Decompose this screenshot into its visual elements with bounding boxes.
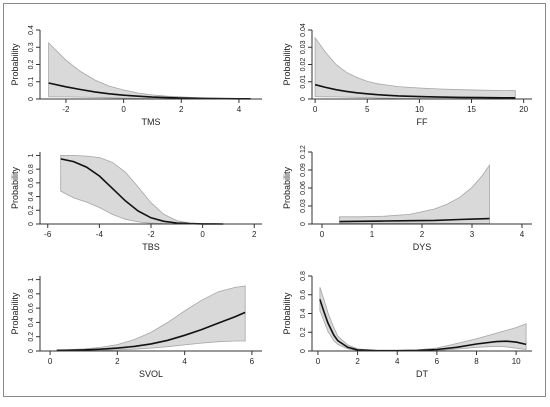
y-axis-title: Probability (10, 43, 20, 86)
x-tick-label: -2 (62, 105, 70, 114)
x-axis-title: DT (416, 369, 428, 379)
x-tick-label: 0 (320, 230, 325, 239)
estimate-line (314, 83, 516, 99)
y-tick-label: 0.4 (28, 25, 35, 35)
x-tick-label: 6 (435, 357, 440, 366)
x-tick-label: 0 (121, 105, 126, 114)
x-tick-label: 10 (512, 357, 521, 366)
y-tick-label: 0.6 (28, 303, 35, 313)
y-tick-label: 1 (28, 153, 35, 157)
x-tick-label: 4 (237, 105, 242, 114)
y-axis-title: Probability (10, 292, 20, 335)
x-tick-label: 6 (250, 357, 255, 366)
estimate-line (339, 217, 490, 223)
y-tick-label: 0 (28, 349, 35, 353)
y-tick-label: 0.2 (28, 332, 35, 342)
x-tick-label: -4 (96, 230, 104, 239)
x-tick-label: -2 (147, 230, 155, 239)
ci-band (339, 163, 490, 225)
y-tick-label: 0.8 (28, 164, 35, 174)
panel-tms: -2 0 2 4 0 0.1 0.2 0.3 0.4 TMS Probability (10, 25, 262, 127)
y-tick-label: 0.8 (300, 271, 307, 281)
x-tick-label: 0 (316, 357, 321, 366)
panel-svol: 0 2 4 6 0 0.2 0.4 0.6 0.8 1 SVOL Probability (10, 276, 262, 379)
y-tick-label: 0 (300, 97, 307, 101)
x-tick-label: 2 (420, 230, 425, 239)
y-tick-label: 0.6 (300, 290, 307, 300)
x-tick-label: 0 (313, 105, 318, 114)
y-tick-label: 0.4 (28, 317, 35, 327)
estimate-line (56, 311, 246, 352)
x-tick-label: 15 (467, 105, 476, 114)
x-axis-title: SVOL (139, 369, 163, 379)
x-axis-title: FF (417, 117, 428, 127)
y-tick-label: 0.09 (300, 163, 307, 177)
y-tick-label: 0.2 (28, 60, 35, 70)
y-tick-label: 0 (300, 222, 307, 226)
y-axis-title: Probability (282, 166, 292, 209)
x-tick-label: 5 (365, 105, 370, 114)
x-axis-title: TBS (142, 242, 160, 252)
x-tick-label: 2 (355, 357, 360, 366)
y-tick-label: 0.2 (300, 327, 307, 337)
y-tick-label: 0.4 (28, 192, 35, 202)
y-tick-label: 0.8 (28, 289, 35, 299)
y-tick-label: 0.1 (28, 77, 35, 87)
y-tick-label: 0.4 (300, 309, 307, 319)
y-axis-title: Probability (10, 166, 20, 209)
x-axis-title: DYS (413, 242, 432, 252)
y-tick-label: 0.3 (28, 42, 35, 52)
x-tick-label: 4 (395, 357, 400, 366)
y-tick-label: 0.03 (300, 40, 307, 54)
x-tick-label: 4 (182, 357, 187, 366)
x-tick-label: 8 (474, 357, 479, 366)
panel-dt: 0 2 4 6 8 10 0 0.2 0.4 0.6 0.8 DT Probability (282, 271, 532, 379)
x-tick-label: 0 (200, 230, 205, 239)
y-tick-label: 0 (28, 222, 35, 226)
x-axis-title: TMS (142, 117, 161, 127)
figure-frame (3, 3, 546, 397)
x-tick-label: 3 (470, 230, 475, 239)
x-tick-label: 1 (370, 230, 375, 239)
panel-dys: 0 1 2 3 4 0 0.03 0.06 0.09 0.12 DYS Probability (282, 145, 532, 252)
y-tick-label: 1 (28, 278, 35, 282)
ci-band (56, 285, 246, 352)
y-axis-title: Probability (282, 292, 292, 335)
y-tick-label: 0 (28, 97, 35, 101)
y-tick-label: 0.6 (28, 178, 35, 188)
x-tick-label: 0 (48, 357, 53, 366)
x-tick-label: 20 (519, 105, 528, 114)
y-tick-label: 0.12 (300, 145, 307, 159)
x-tick-label: 2 (179, 105, 184, 114)
y-tick-label: 0.2 (28, 205, 35, 215)
y-tick-label: 0.06 (300, 181, 307, 195)
y-tick-label: 0.03 (300, 199, 307, 213)
y-tick-label: 0 (300, 349, 307, 353)
x-tick-label: -6 (44, 230, 52, 239)
y-tick-label: 0.04 (300, 23, 307, 37)
x-tick-label: 10 (415, 105, 424, 114)
ci-band (319, 287, 527, 352)
x-tick-label: 2 (115, 357, 120, 366)
x-tick-label: 2 (252, 230, 257, 239)
y-tick-label: 0.02 (300, 58, 307, 72)
y-tick-label: 0.01 (300, 75, 307, 89)
y-axis-title: Probability (282, 43, 292, 86)
panel-ff: 0 5 10 15 20 0 0.01 0.02 0.03 0.04 FF Probability (282, 23, 532, 127)
panel-tbs: -6 -4 -2 0 2 0 0.2 0.4 0.6 0.8 1 TBS Probability (10, 152, 262, 252)
x-tick-label: 4 (520, 230, 525, 239)
